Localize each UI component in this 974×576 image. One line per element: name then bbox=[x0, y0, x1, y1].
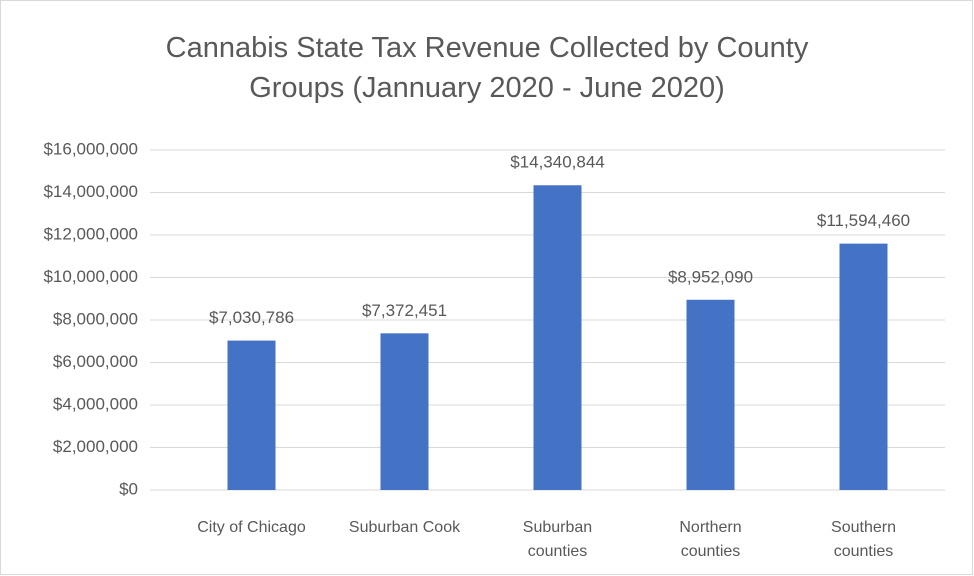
bar bbox=[839, 243, 888, 490]
y-tick-label: $8,000,000 bbox=[53, 309, 138, 328]
chart-title: Cannabis State Tax Revenue Collected by … bbox=[165, 32, 809, 104]
y-tick-label: $0 bbox=[119, 479, 138, 498]
value-label: $14,340,844 bbox=[510, 153, 605, 172]
y-tick-label: $6,000,000 bbox=[53, 352, 138, 371]
x-tick-label: Suburban Cook bbox=[348, 519, 461, 536]
value-label: $7,372,451 bbox=[362, 301, 447, 320]
y-tick-label: $12,000,000 bbox=[43, 224, 138, 243]
bar bbox=[686, 299, 735, 490]
bar bbox=[227, 340, 276, 490]
x-tick-label: Northern counties bbox=[679, 519, 742, 560]
value-label: $11,594,460 bbox=[817, 211, 910, 230]
y-tick-label: $2,000,000 bbox=[53, 437, 138, 456]
y-tick-label: $10,000,000 bbox=[43, 267, 138, 286]
y-tick-label: $4,000,000 bbox=[53, 394, 138, 413]
x-tick-label: Suburban counties bbox=[522, 519, 593, 560]
x-tick-label: Southern counties bbox=[831, 519, 896, 560]
y-tick-label: $16,000,000 bbox=[43, 139, 138, 158]
value-label: $7,030,786 bbox=[209, 308, 294, 327]
value-label: $8,952,090 bbox=[668, 267, 753, 286]
y-tick-label: $14,000,000 bbox=[43, 182, 138, 201]
bar bbox=[533, 185, 582, 490]
x-tick-label: City of Chicago bbox=[197, 519, 306, 536]
bar bbox=[380, 333, 429, 490]
